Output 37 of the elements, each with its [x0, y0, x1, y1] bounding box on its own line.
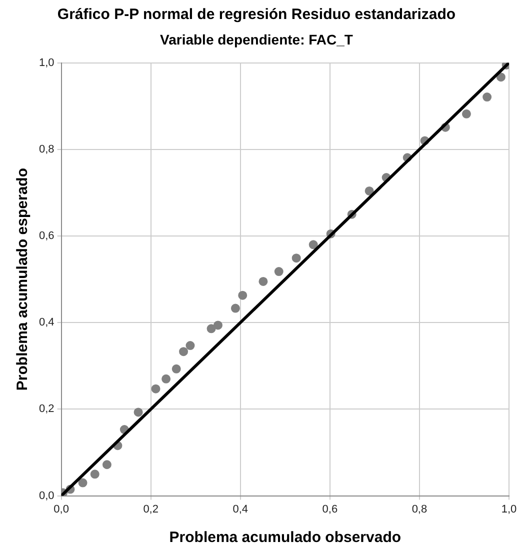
point [482, 92, 492, 102]
y-tick-label: 0,0 [38, 490, 54, 502]
x-axis-title: Problema acumulado observado [169, 529, 402, 546]
y-tick-label: 0,4 [38, 316, 54, 329]
x-tick-label: 0,2 [143, 503, 158, 516]
y-tick-label: 0,8 [38, 143, 54, 156]
point [179, 347, 188, 356]
y-tick-label: 0,6 [38, 230, 54, 242]
point [364, 186, 374, 196]
x-tick-label: 0,6 [322, 503, 338, 516]
chart-title: Gráfico P-P normal de regresión Residuo estandarizado [57, 6, 456, 24]
point [230, 304, 240, 313]
point [213, 320, 222, 330]
x-tick-label: 0,0 [54, 503, 69, 516]
x-tick-label: 1,0 [501, 503, 517, 516]
point [186, 341, 195, 350]
point [134, 408, 143, 417]
point [90, 470, 100, 479]
y-axis-title: Problema acumulado esperado [14, 168, 32, 391]
point [292, 254, 301, 263]
y-tick-label: 1,0 [38, 56, 54, 69]
point [162, 374, 171, 384]
point [258, 276, 268, 286]
point [102, 460, 112, 470]
point [274, 267, 284, 276]
x-tick-label: 0,8 [412, 503, 428, 516]
point [151, 384, 160, 394]
point [496, 72, 506, 82]
point [308, 240, 318, 250]
point [206, 324, 216, 334]
point [78, 478, 88, 488]
x-tick-label: 0,4 [232, 503, 248, 516]
point [172, 364, 181, 374]
y-tick-label: 0,2 [38, 403, 54, 416]
point [462, 109, 471, 118]
chart-subtitle: Variable dependiente: FAC_T [160, 31, 354, 48]
point [238, 290, 248, 300]
